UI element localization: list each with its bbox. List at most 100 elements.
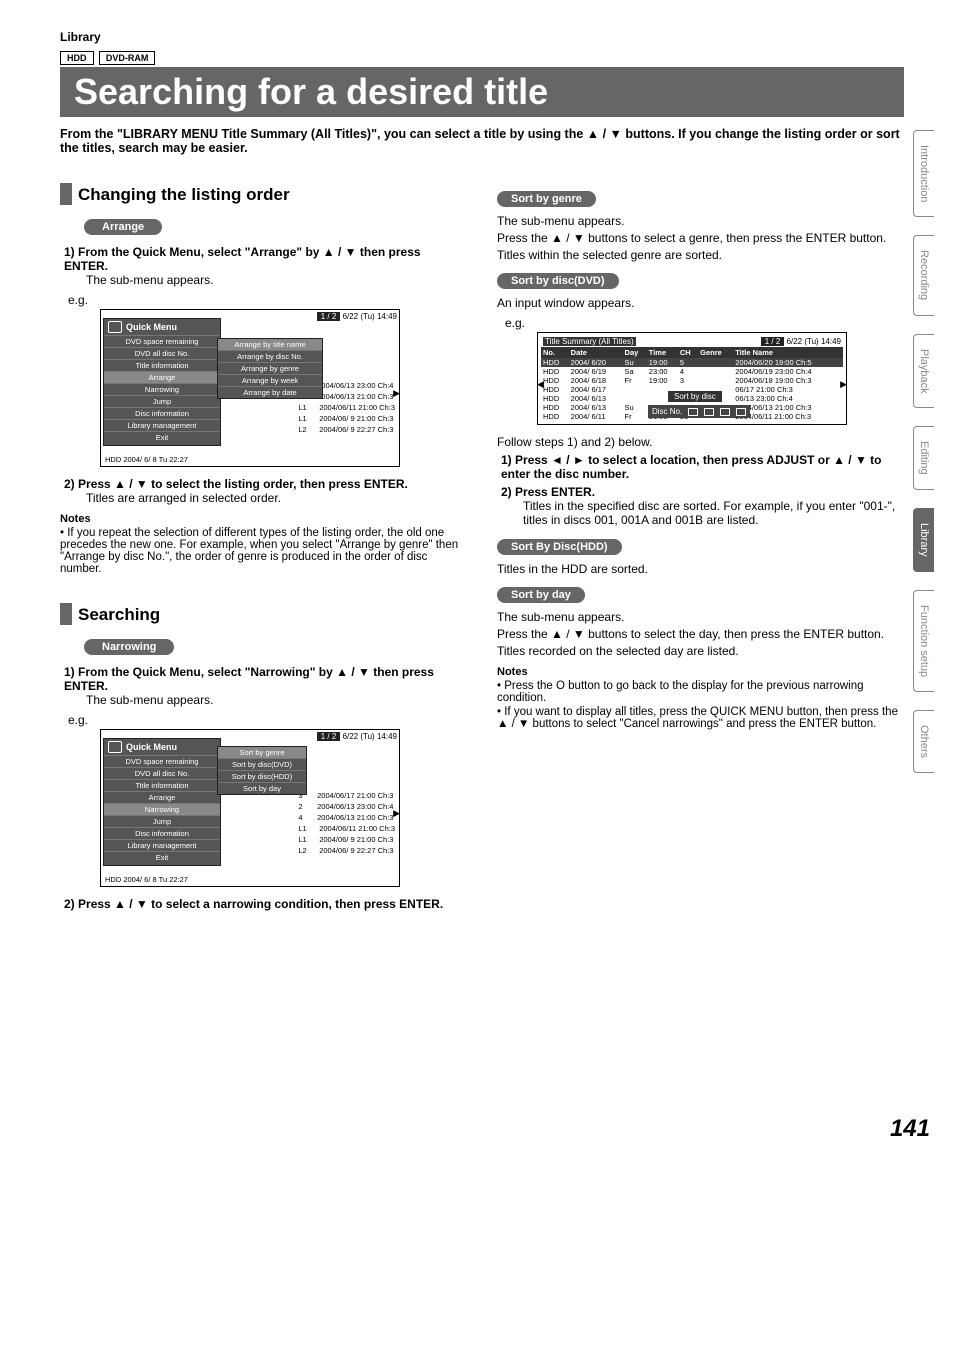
sort-head-dischdd: Sort By Disc(HDD) <box>497 539 622 555</box>
bg-cell: 21:00 <box>357 392 376 401</box>
side-tabs: Introduction Recording Playback Editing … <box>913 130 934 773</box>
qm-item[interactable]: DVD all disc No. <box>104 767 220 779</box>
note-item: If you want to display all titles, press… <box>497 706 904 730</box>
bg-cell: 21:00 <box>358 403 377 412</box>
notes-title: Notes <box>60 513 467 525</box>
qm-item-selected[interactable]: Narrowing <box>104 803 220 815</box>
tab-editing[interactable]: Editing <box>913 426 934 490</box>
qm-item[interactable]: Disc information <box>104 407 220 419</box>
qm-item[interactable]: Narrowing <box>104 383 220 395</box>
right-column: Sort by genre The sub-menu appears. Pres… <box>497 183 904 915</box>
bg-cell: 23:00 <box>357 802 376 811</box>
qm-item[interactable]: DVD all disc No. <box>104 347 220 359</box>
media-badges: HDD DVD-RAM <box>60 50 904 65</box>
tab-function-setup[interactable]: Function setup <box>913 590 934 692</box>
table-row[interactable]: HDD2004/ 6/19Sa23:0042004/06/19 23:00 Ch… <box>541 367 843 376</box>
submenu-item[interactable]: Arrange by week <box>218 374 322 386</box>
th: CH <box>678 347 698 358</box>
bg-time: 14:49 <box>377 732 397 741</box>
tab-library[interactable]: Library <box>913 508 934 572</box>
table-row[interactable]: HDD2004/ 6/18Fr19:0032004/06/18 19:00 Ch… <box>541 376 843 385</box>
bg-cell: 2004/06/17 <box>317 791 355 800</box>
bg-cell: 21:00 <box>357 835 376 844</box>
td: 2004/06/20 19:00 Ch:5 <box>733 358 843 367</box>
qm-item[interactable]: DVD space remaining <box>104 755 220 767</box>
qm-item[interactable]: Library management <box>104 419 220 431</box>
intro-text: From the "LIBRARY MENU Title Summary (Al… <box>60 127 904 155</box>
td: 23:00 <box>647 367 678 376</box>
bg-cell: 4 <box>298 813 302 822</box>
eg-label: e.g. <box>68 713 467 727</box>
table-row[interactable]: HDD 2004/ 6/20 Su 19:00 5 2004/06/20 19:… <box>541 358 843 367</box>
quick-submenu[interactable]: Arrange by title name Arrange by disc No… <box>217 338 323 399</box>
tab-introduction[interactable]: Introduction <box>913 130 934 217</box>
td: HDD <box>541 385 569 394</box>
narrowing-step2: 2) Press ▲ / ▼ to select a narrowing con… <box>64 897 467 911</box>
td: 2004/ 6/13 <box>569 403 623 412</box>
bg-cell: L1 <box>298 824 306 833</box>
submenu-item[interactable]: Sort by genre <box>218 747 306 758</box>
page-title: Searching for a desired title <box>60 67 904 117</box>
step-num: 2) <box>64 897 75 911</box>
tab-others[interactable]: Others <box>913 710 934 773</box>
digit-box-icon[interactable] <box>720 408 730 416</box>
body-text: Titles recorded on the selected day are … <box>497 644 904 658</box>
td: HDD <box>541 376 569 385</box>
qm-item[interactable]: Disc information <box>104 827 220 839</box>
td <box>698 376 733 385</box>
qm-item[interactable]: Exit <box>104 851 220 863</box>
disc-step1: 1) Press ◄ / ► to select a location, the… <box>501 453 904 481</box>
tab-playback[interactable]: Playback <box>913 334 934 409</box>
qm-item[interactable]: Library management <box>104 839 220 851</box>
submenu-item[interactable]: Sort by disc(DVD) <box>218 758 306 770</box>
td: Fr <box>623 412 647 421</box>
quick-menu[interactable]: Quick Menu DVD space remaining DVD all d… <box>103 738 221 866</box>
digit-box-icon[interactable] <box>736 408 746 416</box>
td <box>623 385 647 394</box>
qm-item[interactable]: Exit <box>104 431 220 443</box>
bg-cell: 2004/06/11 <box>319 403 356 412</box>
qm-item[interactable]: Arrange <box>104 791 220 803</box>
qm-item[interactable]: DVD space remaining <box>104 335 220 347</box>
submenu-item[interactable]: Arrange by genre <box>218 362 322 374</box>
chevron-left-icon: ◀ <box>537 379 544 390</box>
submenu-item[interactable]: Arrange by date <box>218 386 322 398</box>
qm-item[interactable]: Jump <box>104 395 220 407</box>
bg-cell: Ch:3 <box>378 414 394 423</box>
bg-footer: HDD 2004/ 6/ 8 Tu 22:27 <box>105 875 188 884</box>
body-text: Titles in the HDD are sorted. <box>497 562 904 576</box>
td: 2004/06/19 23:00 Ch:4 <box>733 367 843 376</box>
badge-hdd: HDD <box>60 51 94 65</box>
tab-recording[interactable]: Recording <box>913 235 934 315</box>
submenu-item[interactable]: Sort by day <box>218 782 306 794</box>
bg-cell: Ch:3 <box>378 425 394 434</box>
section-head-arrange: Changing the listing order <box>60 183 467 205</box>
td: 06/13 23:00 Ch:4 <box>733 394 843 403</box>
step-sub: Titles are arranged in selected order. <box>86 491 467 505</box>
td: 2004/06/18 19:00 Ch:3 <box>733 376 843 385</box>
bg-cell: 21:00 <box>357 813 376 822</box>
digit-box-icon[interactable] <box>704 408 714 416</box>
arrange-step1: 1) From the Quick Menu, select "Arrange"… <box>64 245 467 287</box>
bg-cell: 2004/06/ 9 <box>319 846 354 855</box>
digit-box-icon[interactable] <box>688 408 698 416</box>
td: HDD <box>541 394 569 403</box>
submenu-item[interactable]: Sort by disc(HDD) <box>218 770 306 782</box>
disc-no-popup[interactable]: Disc No. <box>648 405 750 418</box>
submenu-item[interactable]: Arrange by title name <box>218 339 322 350</box>
qm-item[interactable]: Jump <box>104 815 220 827</box>
sort-by-disc-overlay: Sort by disc <box>668 391 722 402</box>
qm-item-selected[interactable]: Arrange <box>104 371 220 383</box>
submenu-item[interactable]: Arrange by disc No. <box>218 350 322 362</box>
qm-item[interactable]: Title information <box>104 359 220 371</box>
quick-menu[interactable]: Quick Menu DVD space remaining DVD all d… <box>103 318 221 446</box>
step-num: 2) <box>501 485 512 499</box>
badge-dvdram: DVD-RAM <box>99 51 156 65</box>
body-text: Press the ▲ / ▼ buttons to select a genr… <box>497 231 904 245</box>
bg-cell: Ch:3 <box>378 846 394 855</box>
quick-submenu[interactable]: Sort by genre Sort by disc(DVD) Sort by … <box>217 746 307 795</box>
sort-head-discdvd: Sort by disc(DVD) <box>497 273 619 289</box>
qm-item[interactable]: Title information <box>104 779 220 791</box>
bg-cell: 22:27 <box>357 425 376 434</box>
note-item: If you repeat the selection of different… <box>60 527 467 575</box>
